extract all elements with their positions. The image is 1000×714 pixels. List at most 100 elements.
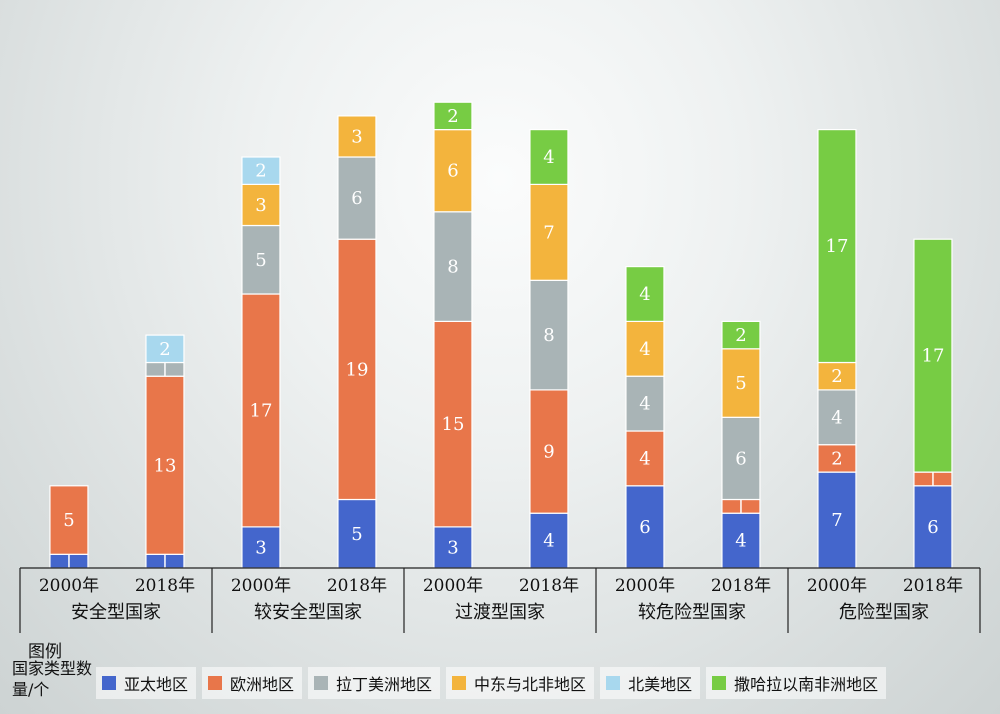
bar-value-label: 2: [831, 366, 842, 387]
bar-segment: [625, 485, 665, 569]
bar-segment: [625, 375, 665, 432]
bar-segment: [433, 320, 473, 528]
bar-segment: [433, 211, 473, 323]
bar-value-label: 3: [255, 537, 266, 558]
year-tick-label: 2000年: [807, 576, 867, 596]
legend-label: 欧洲地区: [230, 675, 295, 694]
bar-segment: [241, 293, 281, 528]
bar-value-label: 4: [543, 147, 554, 168]
year-tick-label: 2000年: [423, 576, 483, 596]
bar-segment: [721, 416, 761, 501]
bar-segment: [625, 430, 665, 487]
bar-value-label: 19: [346, 359, 369, 380]
bar-segment: [49, 485, 89, 555]
year-tick-label: 2000年: [615, 576, 675, 596]
bar-value-label: 4: [543, 531, 554, 552]
legend-swatch: [606, 676, 621, 690]
year-tick-label: 2018年: [711, 576, 771, 596]
bar-segment: [529, 279, 569, 391]
bar-segment: [625, 320, 665, 377]
legend-swatch: [208, 676, 223, 690]
bar-segment: [721, 512, 761, 569]
bar-value-label: 2: [255, 161, 266, 182]
year-tick-label: 2000年: [231, 576, 291, 596]
legend-item: 欧洲地区: [202, 667, 303, 699]
bar-value-label: 6: [735, 448, 746, 469]
group-label: 较危险型国家: [638, 602, 746, 623]
legend-item: 撒哈拉以南非洲地区: [706, 667, 887, 699]
bar-segment: [145, 334, 185, 364]
year-tick-label: 2018年: [519, 576, 579, 596]
legend-item: 拉丁美洲地区: [308, 667, 441, 699]
bar-segment: [241, 156, 281, 185]
year-tick-label: 2000年: [39, 576, 99, 596]
bar-value-label: 5: [735, 373, 746, 394]
legend-item: 中东与北非地区: [446, 667, 595, 699]
bar-value-label: 4: [831, 407, 842, 428]
bar-value-label: 3: [255, 195, 266, 216]
bar-segment: [625, 266, 665, 323]
bar-value-label: 6: [639, 517, 650, 538]
bar-segment: [241, 224, 281, 295]
legend: 亚太地区 欧洲地区 拉丁美洲地区 中东与北非地区 北美地区 撒哈拉以南非洲地区: [96, 667, 887, 699]
legend-swatch: [102, 676, 116, 690]
bar-value-label: 3: [447, 537, 458, 558]
legend-swatch: [712, 676, 727, 690]
legend-subtitle: 国家类型数量/个: [12, 659, 93, 699]
year-tick-label: 2018年: [903, 576, 963, 596]
legend-item: 北美地区: [600, 667, 701, 699]
legend-item: 亚太地区: [96, 667, 197, 699]
bar-value-label: 8: [447, 257, 458, 278]
bar-segment: [817, 471, 857, 569]
bar-value-label: 9: [543, 442, 554, 463]
bar-value-label: 2: [831, 448, 842, 469]
bar-value-label: 15: [442, 414, 465, 435]
bar-value-label: 17: [250, 400, 273, 421]
bar-value-label: 3: [351, 126, 362, 147]
bar-segment: [529, 389, 569, 514]
bar-value-label: 4: [639, 339, 650, 360]
legend-label: 亚太地区: [124, 675, 189, 694]
legend-swatch: [452, 676, 467, 690]
bar-segment: [913, 485, 953, 569]
bar-value-label: 5: [255, 250, 266, 271]
bar-value-label: 4: [639, 284, 650, 305]
bars-layer: 5 13 2 3 17 5 3 2 5 19 6 3 3 15 8 6 2 4 9 8 7 4 6 4 4 4 4 4 6 5 2 7 2 4 2 1…: [49, 101, 953, 569]
bar-segment: [337, 156, 377, 240]
bar-value-label: 4: [735, 531, 746, 552]
legend-label: 拉丁美洲地区: [336, 675, 433, 694]
bar-value-label: 7: [831, 510, 842, 531]
bar-segment: [817, 361, 857, 391]
year-tick-label: 2018年: [327, 576, 387, 596]
bar-segment: [337, 238, 377, 501]
bar-value-label: 6: [447, 161, 458, 182]
bar-value-label: 7: [543, 222, 554, 243]
bar-value-label: 8: [543, 325, 554, 346]
bar-segment: [817, 389, 857, 446]
bar-value-label: 17: [826, 236, 849, 257]
bar-value-label: 13: [154, 455, 177, 476]
bar-segment: [145, 375, 185, 555]
bar-segment: [529, 183, 569, 281]
bar-segment: [337, 115, 377, 158]
bar-value-label: 5: [351, 524, 362, 545]
group-label: 过渡型国家: [455, 602, 545, 623]
year-tick-label: 2018年: [135, 576, 195, 596]
bar-value-label: 4: [639, 448, 650, 469]
bar-value-label: 6: [351, 188, 362, 209]
bar-value-label: 2: [447, 106, 458, 127]
bar-segment: [529, 129, 569, 186]
bar-value-label: 5: [63, 510, 74, 531]
bar-value-label: 17: [922, 346, 945, 367]
legend-title: 图例: [28, 642, 62, 662]
bar-value-label: 2: [735, 325, 746, 346]
bar-value-label: 6: [927, 517, 938, 538]
group-label: 安全型国家: [71, 602, 161, 623]
legend-label: 北美地区: [628, 675, 693, 694]
group-label: 较安全型国家: [254, 602, 362, 623]
bar-segment: [721, 320, 761, 350]
group-label: 危险型国家: [839, 602, 929, 623]
legend-label: 撒哈拉以南非洲地区: [734, 675, 879, 694]
bar-segment: [433, 129, 473, 213]
